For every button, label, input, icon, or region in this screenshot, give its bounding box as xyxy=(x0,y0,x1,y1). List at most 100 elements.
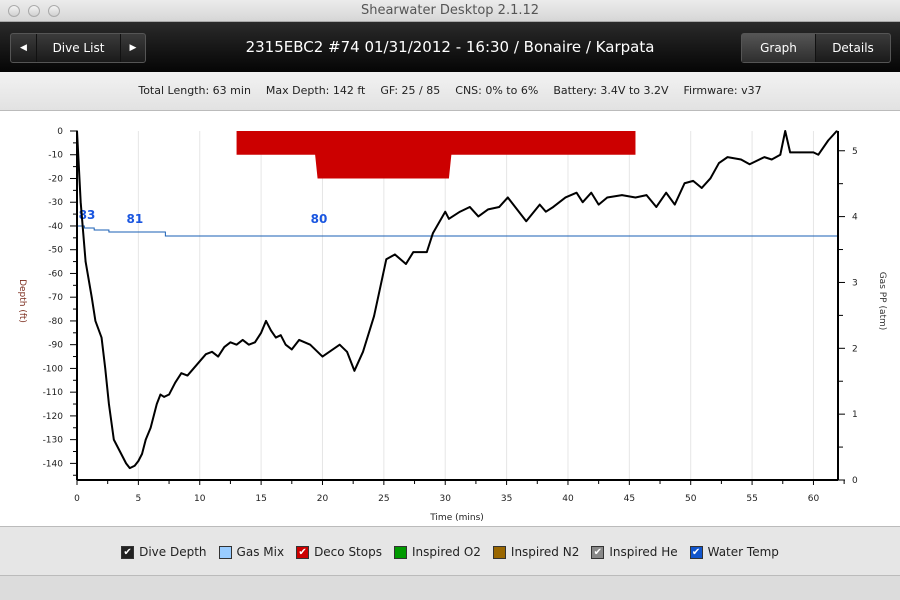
depth-point xyxy=(564,196,567,199)
next-dive-button[interactable]: ▶ xyxy=(121,34,145,62)
legend-label: Deco Stops xyxy=(314,545,382,559)
dive-list-button[interactable]: Dive List xyxy=(37,34,121,62)
dive-depth-line xyxy=(76,130,838,470)
depth-point xyxy=(373,315,375,317)
prev-dive-button[interactable]: ◀ xyxy=(11,34,37,62)
depth-point xyxy=(817,153,820,156)
max-depth: Max Depth: 142 ft xyxy=(265,84,366,97)
depth-point xyxy=(590,191,593,194)
x-tick-label: 10 xyxy=(194,494,206,504)
depth-point xyxy=(444,210,447,213)
legend-item[interactable]: ✔ Inspired He xyxy=(591,545,678,559)
x-tick-label: 35 xyxy=(501,494,512,504)
depth-point xyxy=(779,153,782,156)
depth-point xyxy=(309,343,312,346)
depth-point xyxy=(223,346,226,348)
close-window-button[interactable] xyxy=(8,5,20,17)
tab-graph[interactable]: Graph xyxy=(742,34,816,62)
y2-tick-label: 0 xyxy=(852,476,858,486)
battery: Battery: 3.4V to 3.2V xyxy=(553,84,669,97)
checkbox-icon[interactable] xyxy=(393,545,407,559)
minimize-window-button[interactable] xyxy=(28,5,40,17)
x-tick-label: 45 xyxy=(624,494,635,504)
tab-details[interactable]: Details xyxy=(832,41,874,55)
legend-item[interactable]: Inspired N2 xyxy=(492,545,579,559)
depth-point xyxy=(692,180,694,182)
checkbox-checked-icon[interactable]: ✔ xyxy=(591,545,605,559)
legend-item[interactable]: ✔ Deco Stops xyxy=(296,545,382,559)
legend-item[interactable]: Gas Mix xyxy=(218,545,285,559)
depth-point xyxy=(279,334,282,336)
checkbox-checked-icon[interactable]: ✔ xyxy=(121,545,135,559)
y2-axis-label: Gas PP (atm) xyxy=(877,272,887,331)
legend-label: Inspired O2 xyxy=(411,545,481,559)
depth-point xyxy=(575,191,578,194)
x-tick-label: 20 xyxy=(317,494,329,504)
legend-label: Gas Mix xyxy=(236,545,285,559)
water-temp-line xyxy=(77,225,838,237)
zoom-window-button[interactable] xyxy=(48,5,60,17)
legend-item[interactable]: ✔ Dive Depth xyxy=(121,545,207,559)
y-tick-label: -30 xyxy=(48,198,63,208)
chevron-left-icon: ◀ xyxy=(20,43,27,53)
depth-point xyxy=(740,158,742,161)
depth-point xyxy=(174,381,176,384)
depth-point xyxy=(525,220,528,223)
y-tick-label: -140 xyxy=(43,459,64,469)
depth-point xyxy=(784,130,787,132)
depth-point xyxy=(275,336,277,339)
depth-point xyxy=(133,464,136,467)
y-tick-label: -70 xyxy=(48,293,63,303)
depth-point xyxy=(552,206,555,208)
depth-point xyxy=(265,320,267,322)
deco-stop-area xyxy=(236,131,636,179)
x-tick-label: 15 xyxy=(255,494,266,504)
depth-point xyxy=(180,372,183,374)
depth-point xyxy=(205,353,207,355)
depth-point xyxy=(90,296,93,298)
depth-point xyxy=(748,163,751,166)
depth-point xyxy=(168,393,170,396)
depth-point xyxy=(665,191,667,194)
y-tick-label: -40 xyxy=(48,222,63,232)
depth-point xyxy=(507,196,509,199)
depth-point xyxy=(581,201,584,204)
legend-item[interactable]: Inspired O2 xyxy=(393,545,481,559)
y2-tick-label: 5 xyxy=(852,147,858,157)
depth-point xyxy=(298,339,300,341)
checkbox-icon[interactable] xyxy=(218,545,232,559)
depth-point xyxy=(217,355,219,358)
depth-point xyxy=(412,251,415,253)
depth-point xyxy=(487,208,489,211)
depth-point xyxy=(683,182,686,185)
depth-point xyxy=(538,203,541,206)
depth-point xyxy=(789,151,791,154)
window-titlebar: Shearwater Desktop 2.1.12 xyxy=(0,0,900,22)
depth-point xyxy=(270,329,272,332)
depth-point xyxy=(229,341,232,344)
depth-point xyxy=(235,343,238,346)
checkbox-checked-icon[interactable]: ✔ xyxy=(296,545,310,559)
y-tick-label: -60 xyxy=(48,269,63,279)
x-tick-label: 25 xyxy=(378,494,389,504)
checkbox-checked-icon[interactable]: ✔ xyxy=(689,545,703,559)
legend-item[interactable]: ✔ Water Temp xyxy=(689,545,779,559)
x-tick-label: 55 xyxy=(746,494,757,504)
depth-point xyxy=(770,158,773,161)
y-tick-label: -130 xyxy=(43,436,64,446)
dive-profile-chart: 83 81 80 0 5 10 15 20 25 30 35 40 45 50 55 60 0 -10 -20 -30… xyxy=(0,110,900,527)
depth-point xyxy=(700,187,703,189)
depth-point xyxy=(338,343,341,346)
x-tick-label: 5 xyxy=(136,494,142,504)
depth-point xyxy=(284,343,287,346)
legend-label: Inspired He xyxy=(609,545,678,559)
toolbar: ◀ Dive List ▶ Graph Details xyxy=(0,22,900,72)
depth-point xyxy=(448,218,450,220)
y-tick-label: -10 xyxy=(48,151,63,161)
total-length: Total Length: 63 min xyxy=(138,84,251,97)
dive-list-nav: ◀ Dive List ▶ xyxy=(10,33,146,63)
x-tick-label: 0 xyxy=(74,494,80,504)
checkbox-icon[interactable] xyxy=(492,545,506,559)
x-tick-label: 60 xyxy=(808,494,820,504)
x-tick-label: 30 xyxy=(439,494,451,504)
